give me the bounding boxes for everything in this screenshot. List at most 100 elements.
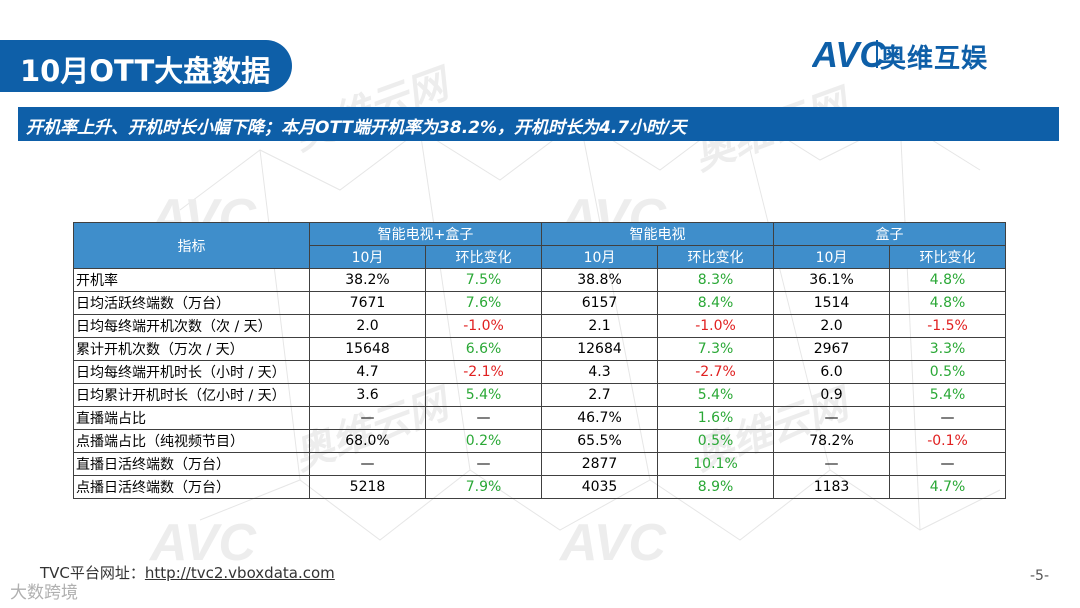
metric-label: 点播端占比（纯视频节目） (73, 429, 310, 453)
url-label: TVC平台网址： (40, 564, 145, 582)
month-value: — (309, 452, 426, 476)
month-value: 12684 (541, 337, 659, 361)
month-value: — (773, 452, 891, 476)
logo-letters: AVC (812, 34, 886, 74)
mom-change: 7.6% (424, 291, 543, 315)
mom-change: — (889, 406, 1007, 430)
mom-change: 4.8% (889, 268, 1007, 292)
metric-label: 直播端占比 (73, 406, 310, 430)
mom-change: 8.4% (657, 291, 775, 315)
metric-label: 日均活跃终端数（万台） (73, 291, 310, 315)
month-value: 6157 (541, 291, 659, 315)
watermark-text: 大数跨境 (10, 583, 78, 603)
month-value: 4035 (541, 475, 659, 499)
platform-url: TVC平台网址：http://tvc2.vboxdata.com (40, 562, 335, 583)
mom-change: 8.3% (657, 268, 775, 292)
month-value: 38.8% (541, 268, 659, 292)
mom-change: 5.4% (424, 383, 543, 407)
table-body: 开机率 38.2% 7.5% 38.8% 8.3% 36.1% 4.8% 日均活跃终端数（万台… (73, 268, 1007, 499)
mom-change: 4.8% (889, 291, 1007, 315)
month-value: 65.5% (541, 429, 659, 453)
table-row: 日均累计开机时长（亿小时 / 天） 3.6 5.4% 2.7 5.4% 0.9 5.4% (73, 383, 1007, 407)
summary-banner: 开机率上升、开机时长小幅下降；本月OTT端开机率为38.2%，开机时长为4.7小… (18, 107, 1059, 141)
mom-change: -1.0% (657, 314, 775, 338)
mom-change: 0.2% (424, 429, 543, 453)
month-value: 2.7 (541, 383, 659, 407)
metric-label: 日均每终端开机时长（小时 / 天） (73, 360, 310, 384)
mom-change: 4.7% (889, 475, 1007, 499)
mom-change: — (424, 452, 543, 476)
table-row: 日均活跃终端数（万台） 7671 7.6% 6157 8.4% 1514 4.8% (73, 291, 1007, 315)
mom-subheader: 环比变化 (657, 245, 775, 269)
metric-label: 累计开机次数（万次 / 天） (73, 337, 310, 361)
mom-change: 10.1% (657, 452, 775, 476)
mom-change: -2.1% (424, 360, 543, 384)
month-value: — (773, 406, 891, 430)
table-row: 累计开机次数（万次 / 天） 15648 6.6% 12684 7.3% 2967 3.3% (73, 337, 1007, 361)
metric-label: 直播日活终端数（万台） (73, 452, 310, 476)
mom-change: 7.5% (424, 268, 543, 292)
month-value: 46.7% (541, 406, 659, 430)
table-row: 点播端占比（纯视频节目） 68.0% 0.2% 65.5% 0.5% 78.2% -0.1% (73, 429, 1007, 453)
month-subheader: 10月 (541, 245, 659, 269)
svg-text:AVC: AVC (558, 514, 667, 572)
month-value: 2.0 (309, 314, 426, 338)
page-number: -5- (1030, 568, 1050, 584)
month-value: 2.1 (541, 314, 659, 338)
mom-change: 5.4% (889, 383, 1007, 407)
month-value: 36.1% (773, 268, 891, 292)
month-value: 2967 (773, 337, 891, 361)
table-row: 直播日活终端数（万台） — —2877 10.1% — — (73, 452, 1007, 476)
group-header: 盒子 (773, 222, 1007, 246)
month-subheader: 10月 (773, 245, 891, 269)
mom-change: 5.4% (657, 383, 775, 407)
page-title: 10月OTT大盘数据 (20, 54, 271, 88)
metric-label: 日均每终端开机次数（次 / 天） (73, 314, 310, 338)
svg-text:AVC: AVC (148, 514, 257, 572)
url-link[interactable]: http://tvc2.vboxdata.com (144, 564, 335, 582)
mom-change: — (424, 406, 543, 430)
mom-change: 7.3% (657, 337, 775, 361)
logo-text: 奥维互娱 (880, 44, 989, 74)
table-row: 直播端占比 — —46.7% 1.6% — — (73, 406, 1007, 430)
group-header: 智能电视 (541, 222, 775, 246)
summary-text: 开机率上升、开机时长小幅下降；本月OTT端开机率为38.2%，开机时长为4.7小… (26, 118, 687, 138)
mom-change: 8.9% (657, 475, 775, 499)
mom-subheader: 环比变化 (424, 245, 543, 269)
month-value: 4.3 (541, 360, 659, 384)
month-value: 15648 (309, 337, 426, 361)
mom-change: — (889, 452, 1007, 476)
metric-label: 点播日活终端数（万台） (73, 475, 310, 499)
page-title-tab: 10月OTT大盘数据 (0, 40, 292, 92)
mom-change: 3.3% (889, 337, 1007, 361)
mom-change: 1.6% (657, 406, 775, 430)
month-value: 3.6 (309, 383, 426, 407)
metric-label: 日均累计开机时长（亿小时 / 天） (73, 383, 310, 407)
month-value: 2.0 (773, 314, 891, 338)
mom-change: -0.1% (889, 429, 1007, 453)
metric-header: 指标 (73, 222, 310, 269)
mom-change: -2.7% (657, 360, 775, 384)
month-value: 38.2% (309, 268, 426, 292)
table-row: 开机率 38.2% 7.5% 38.8% 8.3% 36.1% 4.8% (73, 268, 1007, 292)
month-value: 78.2% (773, 429, 891, 453)
mom-change: 0.5% (889, 360, 1007, 384)
month-value: 0.9 (773, 383, 891, 407)
table-row: 日均每终端开机时长（小时 / 天） 4.7 -2.1% 4.3 -2.7% 6.0 0.5% (73, 360, 1007, 384)
month-value: — (309, 406, 426, 430)
mom-change: 7.9% (424, 475, 543, 499)
ott-data-table: 指标 智能电视+盒子 智能电视 盒子 10月 环比变化 10月 环比变化 10月… (73, 222, 1007, 499)
table-row: 日均每终端开机次数（次 / 天） 2.0 -1.0% 2.1 -1.0% 2.0 -1.5% (73, 314, 1007, 338)
month-value: 2877 (541, 452, 659, 476)
mom-change: -1.5% (889, 314, 1007, 338)
month-value: 6.0 (773, 360, 891, 384)
month-value: 68.0% (309, 429, 426, 453)
month-value: 7671 (309, 291, 426, 315)
mom-change: 0.5% (657, 429, 775, 453)
month-subheader: 10月 (309, 245, 426, 269)
month-value: 5218 (309, 475, 426, 499)
metric-label: 开机率 (73, 268, 310, 292)
month-value: 1514 (773, 291, 891, 315)
mom-subheader: 环比变化 (889, 245, 1007, 269)
mom-change: -1.0% (424, 314, 543, 338)
